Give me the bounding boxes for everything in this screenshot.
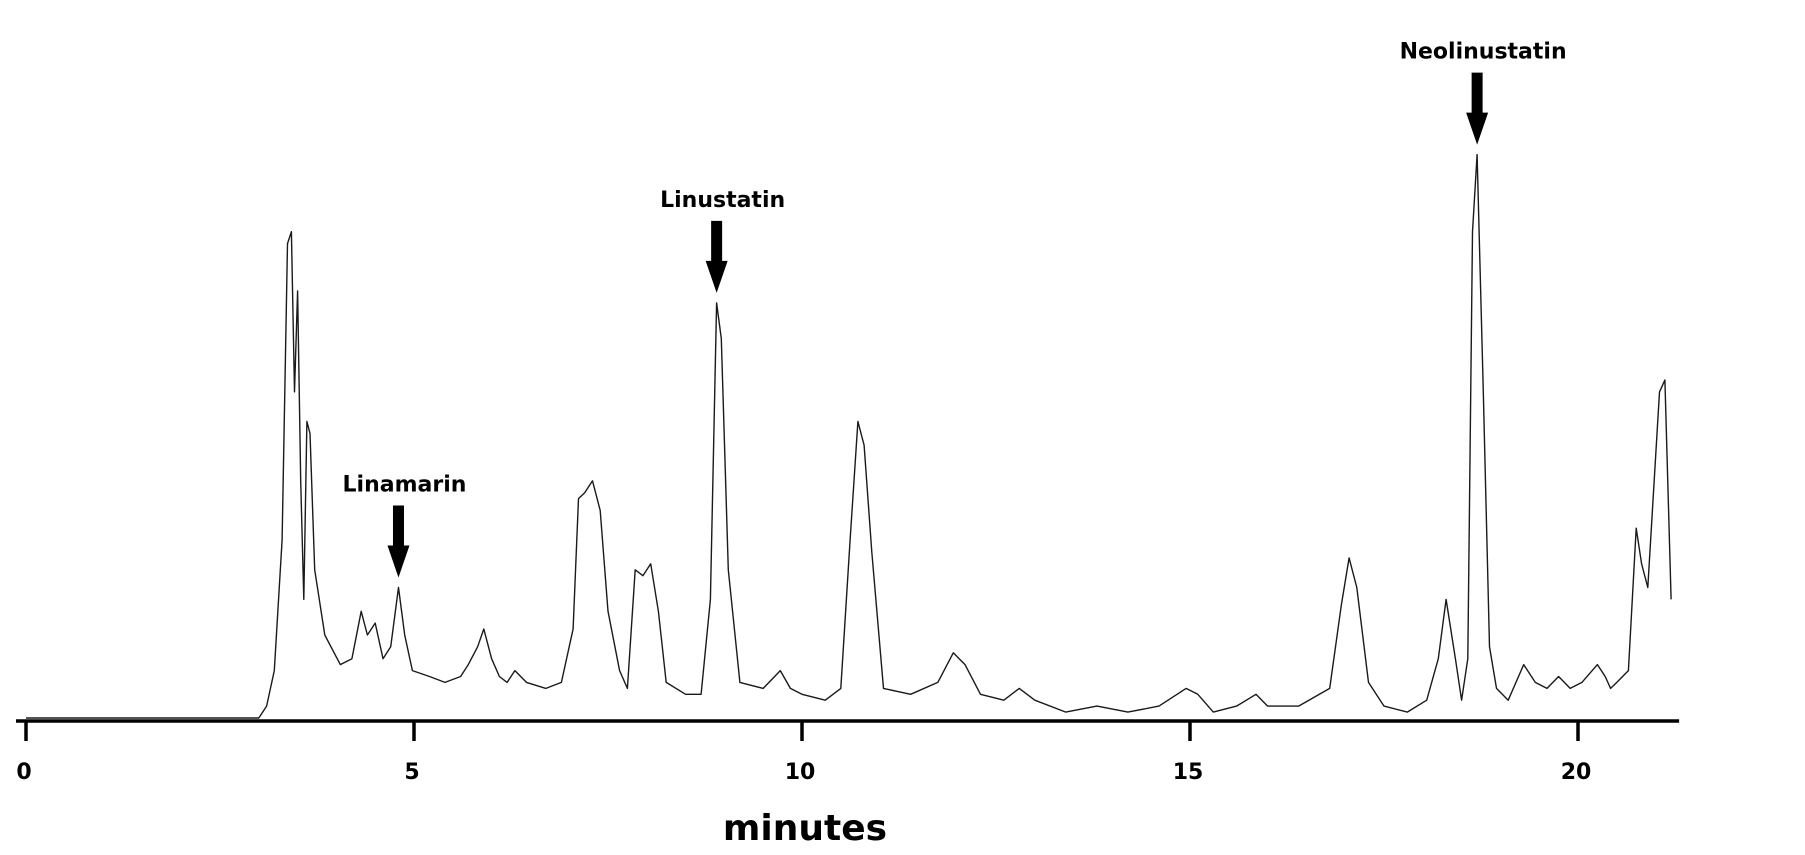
trace-layer [26,153,1672,719]
arrow-down-icon [705,220,728,293]
peak-label-neolinustatin: Neolinustatin [1400,40,1567,65]
peak-label-linustatin: Linustatin [660,188,785,213]
peak-label-linamarin: Linamarin [343,473,467,498]
arrow-down-icon [1466,72,1489,145]
x-tick-label-0: 0 [16,760,31,785]
x-axis-title: minutes [723,808,887,849]
x-tick-label-5: 5 [404,760,419,785]
x-tick-label-10: 10 [785,760,816,785]
annotation-linustatin: Linustatin [660,188,785,293]
annotation-neolinustatin: Neolinustatin [1400,40,1567,145]
annotation-linamarin: Linamarin [343,473,467,578]
x-tick-label-20: 20 [1561,760,1592,785]
x-tick-label-15: 15 [1173,760,1204,785]
peak-annotations: Linamarin Linustatin Neolinustatin [343,40,1567,578]
x-axis: 0 5 10 15 20 [16,719,1680,785]
arrow-down-icon [387,505,410,578]
chromatogram-trace [26,153,1672,719]
